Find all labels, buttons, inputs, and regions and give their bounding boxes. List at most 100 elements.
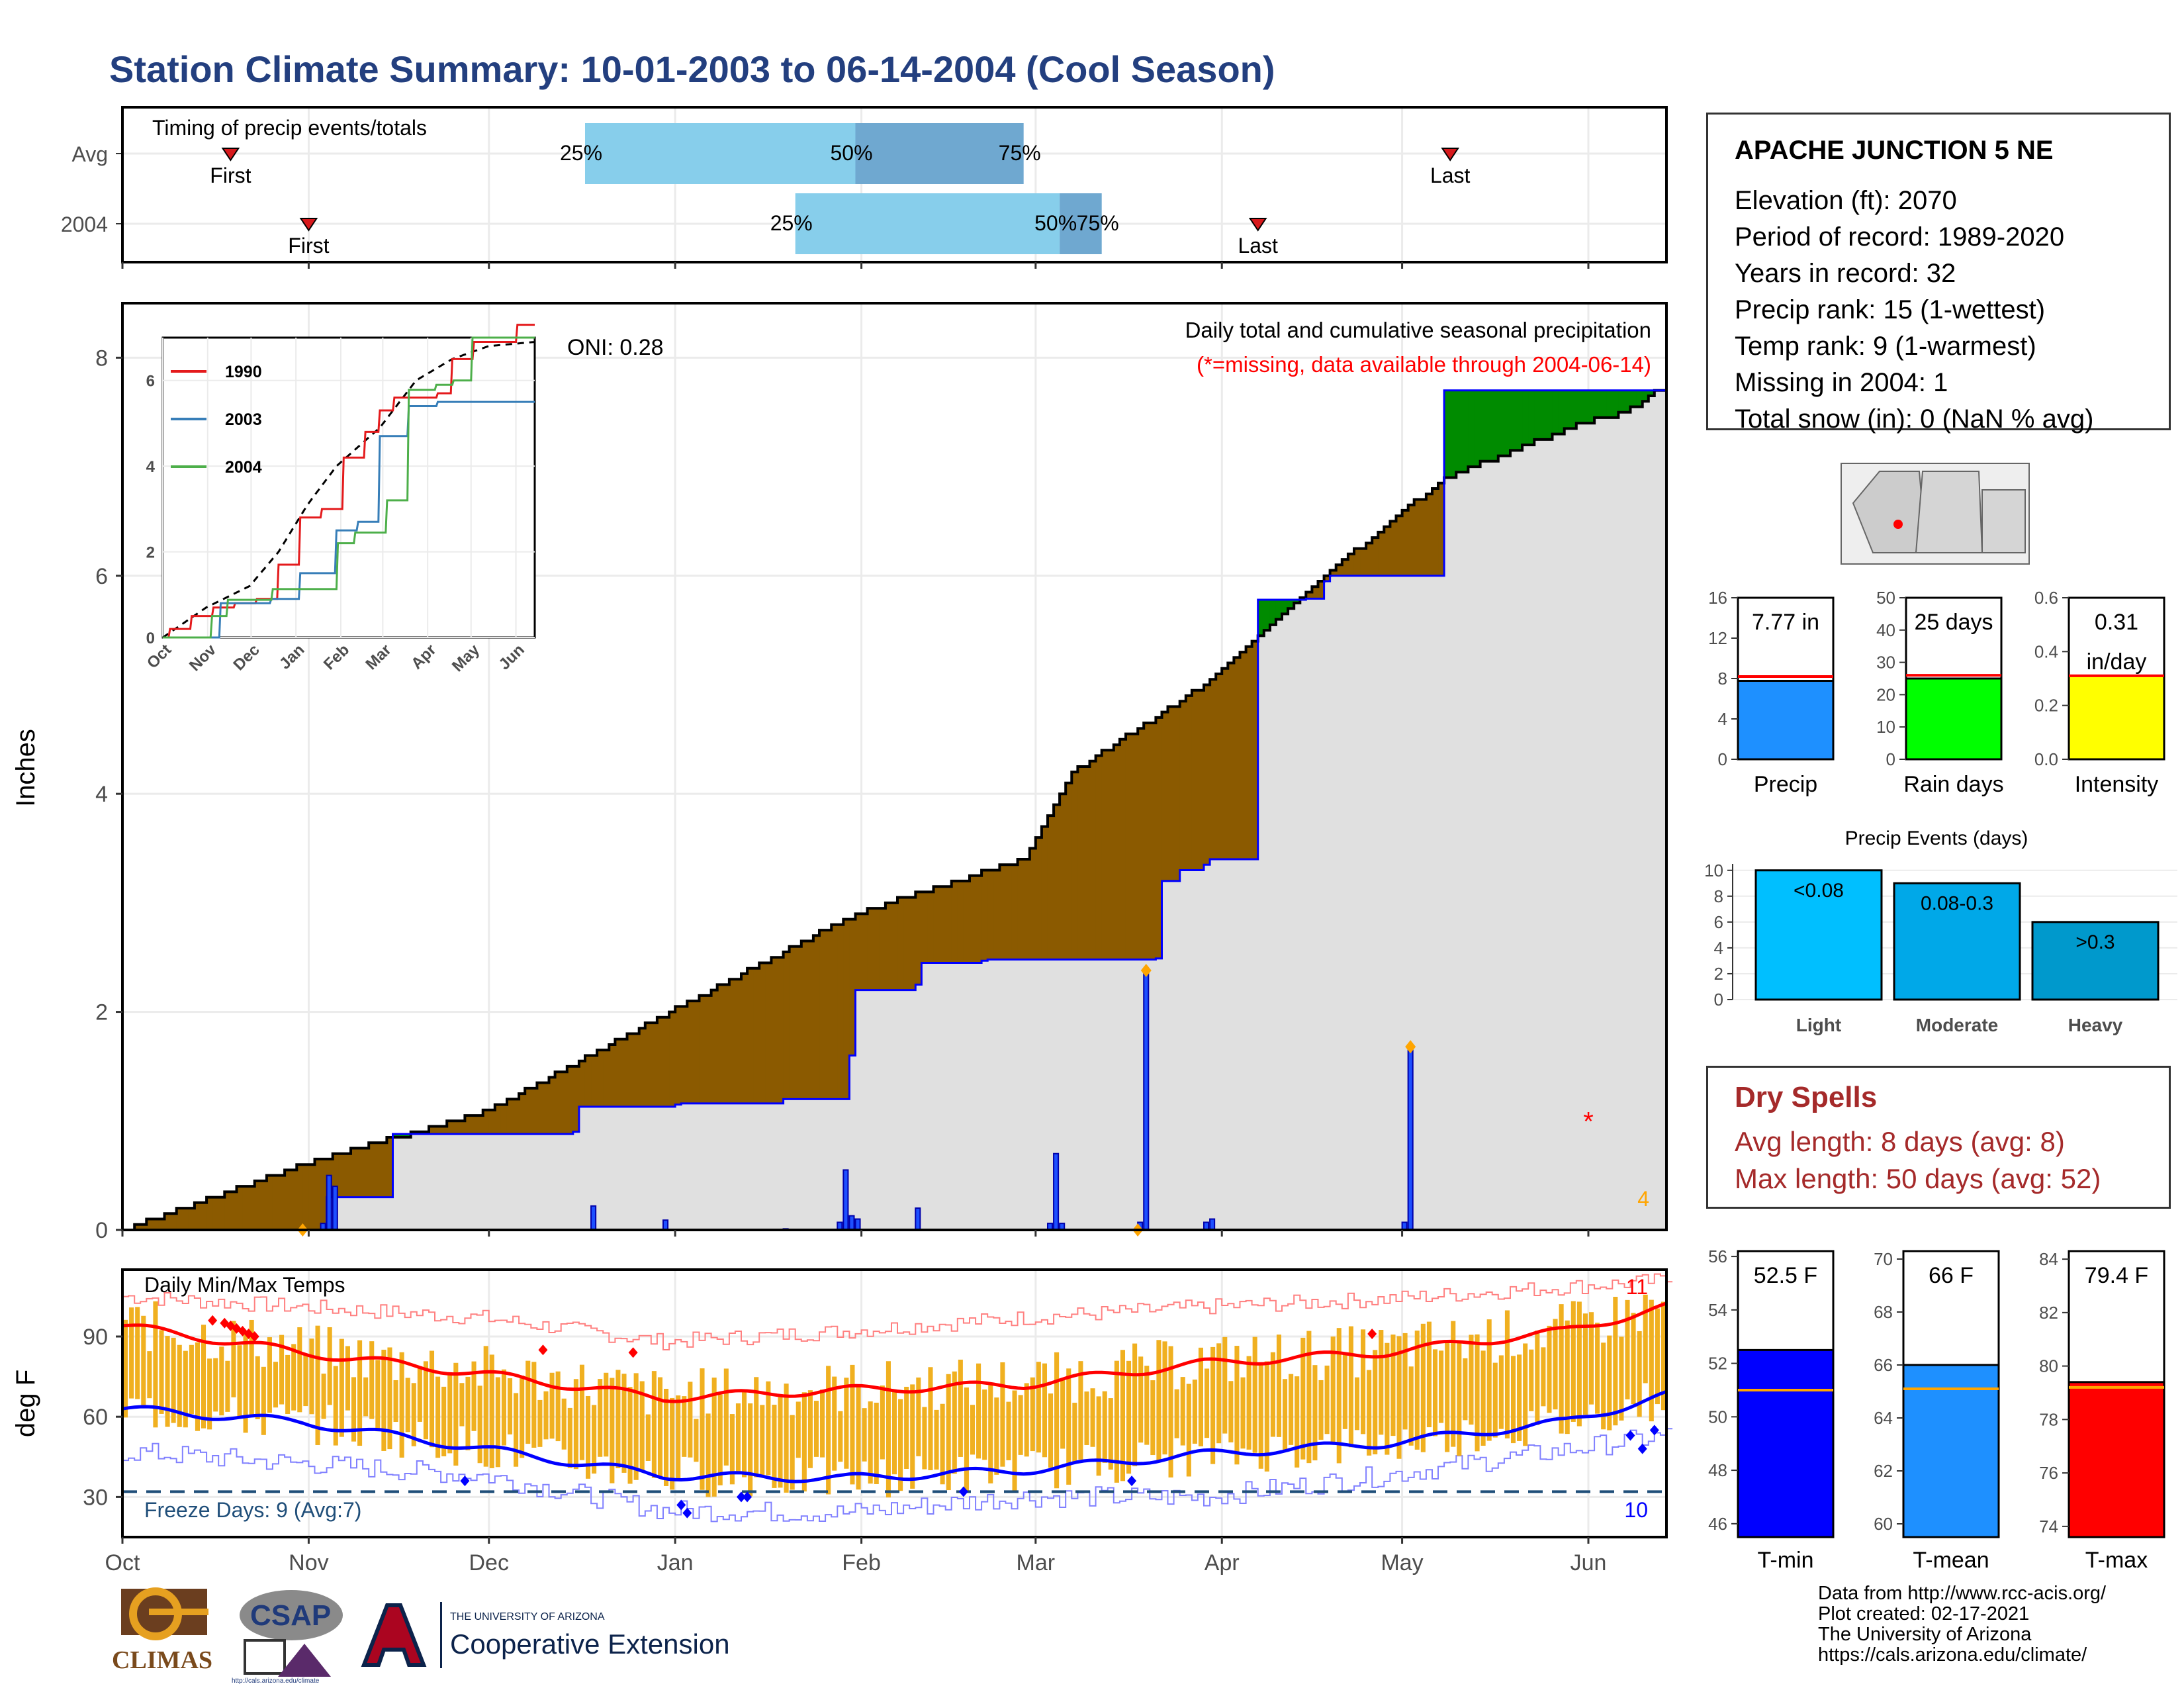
daily-temp-bar-71 bbox=[549, 1372, 555, 1439]
month-label-6: Apr bbox=[1205, 1550, 1240, 1575]
daily-temp-bar-132 bbox=[916, 1377, 921, 1456]
daily-temp-bar-147 bbox=[1006, 1401, 1011, 1460]
daily-precip-bar-3 bbox=[590, 1205, 597, 1231]
dry-spells-box: Dry Spells Avg length: 8 days (avg: 8) M… bbox=[1706, 1066, 2171, 1209]
precip-deficit-area bbox=[1119, 739, 1126, 960]
precip-events-bar-label-2: >0.3 bbox=[2075, 931, 2115, 953]
precip-deficit-area bbox=[1113, 745, 1120, 960]
month-label-8: Jun bbox=[1570, 1550, 1607, 1575]
credit-url: https://cals.arizona.edu/climate/ bbox=[1818, 1644, 2087, 1666]
temp-gauge-tick-label-1-2: 64 bbox=[1874, 1408, 1893, 1428]
timing-first-label: First bbox=[210, 164, 251, 187]
precip-deficit-area bbox=[681, 1006, 688, 1103]
station-temp-rank: Temp rank: 9 (1-warmest) bbox=[1735, 332, 2036, 361]
daily-temp-bar-16 bbox=[219, 1346, 224, 1416]
precip-surplus-area bbox=[1576, 390, 1583, 424]
daily-temp-bar-135 bbox=[934, 1409, 939, 1470]
precip-surplus-area bbox=[1546, 390, 1553, 440]
daily-temp-bar-244 bbox=[1588, 1312, 1594, 1405]
inset-frame bbox=[161, 336, 536, 639]
precip-deficit-area bbox=[387, 1137, 394, 1197]
precip-deficit-area bbox=[976, 875, 982, 963]
precip-deficit-area bbox=[1342, 559, 1349, 576]
precip-deficit-area bbox=[1035, 837, 1042, 960]
daily-temp-bar-84 bbox=[627, 1387, 633, 1484]
daily-temp-bar-96 bbox=[700, 1368, 705, 1490]
daily-temp-bar-213 bbox=[1402, 1333, 1408, 1430]
daily-temp-bar-230 bbox=[1504, 1310, 1510, 1438]
precip-deficit-area bbox=[338, 1153, 345, 1197]
precip-deficit-area bbox=[915, 892, 922, 985]
daily-temp-bar-66 bbox=[520, 1375, 525, 1458]
precip-surplus-area bbox=[1516, 390, 1523, 451]
precip-deficit-area bbox=[1083, 767, 1091, 960]
precip-surplus-area bbox=[1468, 390, 1475, 467]
daily-temp-bar-154 bbox=[1048, 1393, 1054, 1468]
month-label-5: Mar bbox=[1017, 1550, 1056, 1575]
daily-temp-bar-174 bbox=[1168, 1346, 1173, 1478]
location-map-newmexico bbox=[1915, 471, 1983, 553]
daily-temp-bar-72 bbox=[555, 1371, 561, 1442]
daily-temp-bar-28 bbox=[291, 1344, 296, 1411]
precip-ytick-label-1: 2 bbox=[95, 1000, 108, 1025]
precip-events-tick-label-3: 6 bbox=[1714, 912, 1723, 932]
precip-deficit-area bbox=[1089, 761, 1097, 960]
daily-temp-bar-136 bbox=[940, 1403, 945, 1485]
daily-temp-bar-237 bbox=[1547, 1325, 1552, 1413]
precip-annotation: Daily total and cumulative seasonal prec… bbox=[1185, 318, 1651, 342]
precip-deficit-area bbox=[1060, 794, 1066, 960]
daily-temp-bar-248 bbox=[1613, 1296, 1618, 1426]
precip-deficit-area bbox=[1251, 641, 1259, 859]
timing-last-marker bbox=[1441, 148, 1460, 162]
daily-temp-bar-256 bbox=[1661, 1301, 1666, 1411]
daily-temp-bar-182 bbox=[1216, 1343, 1222, 1444]
precip-deficit-area bbox=[1156, 717, 1163, 959]
gauge-tick-label-2-0: 0.0 bbox=[2034, 749, 2058, 769]
daily-temp-bar-43 bbox=[381, 1349, 387, 1451]
precip-deficit-area bbox=[1318, 581, 1325, 599]
daily-temp-bar-34 bbox=[327, 1327, 332, 1405]
freeze-days-label: Freeze Days: 9 (Avg:7) bbox=[144, 1498, 361, 1522]
precip-deficit-area bbox=[428, 1126, 435, 1135]
precip-deficit-area bbox=[633, 1033, 640, 1107]
precip-surplus-area bbox=[1456, 390, 1463, 473]
precip-surplus-area bbox=[1492, 390, 1499, 461]
temp-gauge-value-1: 66 F bbox=[1929, 1263, 1974, 1288]
daily-temp-bar-207 bbox=[1367, 1370, 1372, 1456]
temp-gauge-tick-label-0-4: 54 bbox=[1708, 1300, 1727, 1320]
precip-deficit-area bbox=[873, 908, 880, 990]
daily-temp-bar-90 bbox=[664, 1388, 669, 1486]
timing-label-75: 75% bbox=[999, 141, 1041, 165]
daily-temp-bar-210 bbox=[1385, 1342, 1390, 1455]
precip-surplus-area bbox=[1618, 390, 1625, 412]
precip-deficit-area bbox=[1222, 668, 1228, 859]
daily-temp-bar-142 bbox=[976, 1363, 981, 1459]
daily-temp-bar-47 bbox=[405, 1378, 410, 1432]
daily-temp-bar-149 bbox=[1018, 1395, 1023, 1455]
precip-deficit-area bbox=[729, 979, 736, 1103]
precip-surplus-area bbox=[1486, 390, 1493, 461]
precip-deficit-area bbox=[669, 1011, 676, 1107]
inset-ytick-label-0: 0 bbox=[146, 630, 155, 647]
record-low-marker-0 bbox=[460, 1476, 470, 1487]
station-precip-rank: Precip rank: 15 (1-wettest) bbox=[1735, 295, 2046, 324]
precip-deficit-area bbox=[441, 1126, 447, 1135]
daily-temp-bar-243 bbox=[1582, 1313, 1588, 1415]
precip-deficit-area bbox=[777, 957, 784, 1103]
daily-temp-bar-109 bbox=[778, 1397, 783, 1488]
precip-deficit-area bbox=[1071, 772, 1078, 960]
daily-temp-bar-52 bbox=[435, 1376, 441, 1458]
precip-deficit-area bbox=[759, 962, 766, 1103]
daily-temp-bar-191 bbox=[1270, 1352, 1275, 1437]
daily-temp-bar-83 bbox=[621, 1374, 627, 1473]
daily-temp-bar-181 bbox=[1210, 1346, 1216, 1464]
precip-events-category-0: Light bbox=[1796, 1015, 1841, 1035]
gauge-tick-label-1-0: 0 bbox=[1886, 749, 1895, 769]
daily-temp-bar-159 bbox=[1078, 1361, 1083, 1460]
daily-temp-bar-179 bbox=[1198, 1347, 1204, 1446]
daily-temp-bar-138 bbox=[952, 1371, 957, 1474]
precip-surplus-area bbox=[1600, 390, 1607, 418]
temp-gauge-bar-2 bbox=[2068, 1381, 2165, 1538]
daily-temp-bar-167 bbox=[1126, 1360, 1132, 1474]
precip-deficit-area bbox=[645, 1023, 652, 1107]
